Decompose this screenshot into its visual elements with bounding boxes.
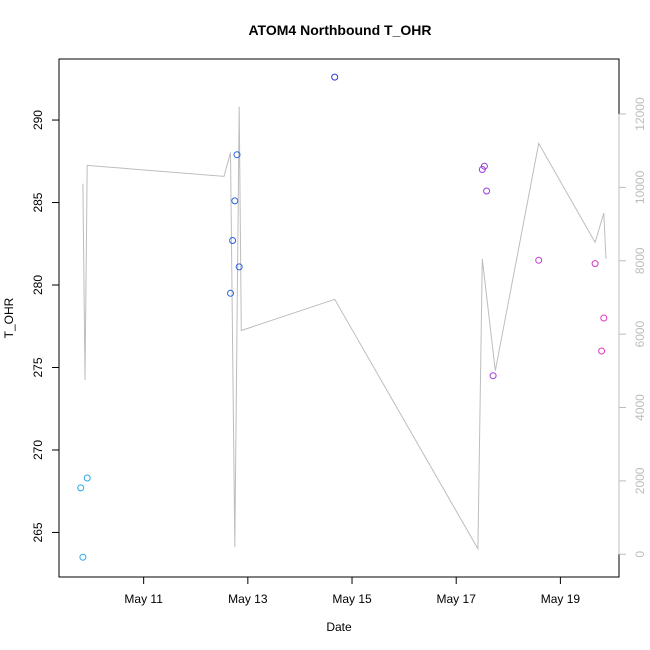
data-point xyxy=(600,314,608,322)
data-point xyxy=(229,237,237,244)
data-point xyxy=(79,553,87,561)
y-axis-label: T_OHR xyxy=(2,297,16,338)
x-tick-label: May 17 xyxy=(437,592,477,606)
x-tick-label: May 19 xyxy=(541,592,581,606)
x-tick-label: May 11 xyxy=(124,592,163,606)
y2-tick-label: 2000 xyxy=(633,467,647,494)
data-point xyxy=(227,289,234,297)
y2-tick-label: 8000 xyxy=(633,247,647,274)
x-axis: May 11 May 13 May 15 May 17 May 19 xyxy=(124,576,581,606)
data-point xyxy=(483,187,491,195)
data-point xyxy=(83,474,91,482)
y-axis-right: 0 2000 4000 6000 8000 10000 12000 xyxy=(618,97,647,558)
y2-tick-label: 4000 xyxy=(633,394,647,421)
y-tick-label: 285 xyxy=(31,192,45,212)
y2-tick-label: 12000 xyxy=(633,97,647,131)
y2-tick-label: 0 xyxy=(633,551,647,558)
secondary-series-line xyxy=(82,106,607,551)
y2-tick-label: 6000 xyxy=(633,320,647,347)
data-point xyxy=(331,73,339,81)
y-tick-label: 270 xyxy=(31,440,45,460)
y2-tick-label: 10000 xyxy=(633,170,647,204)
data-point xyxy=(591,260,599,268)
y-axis-left: 265 270 275 280 285 290 xyxy=(31,110,60,542)
y-tick-label: 280 xyxy=(31,275,45,295)
y-tick-label: 290 xyxy=(31,110,45,130)
points-layer xyxy=(77,73,608,561)
data-point xyxy=(77,484,85,492)
data-point xyxy=(489,372,497,380)
data-point xyxy=(535,256,543,264)
chart-title: ATOM4 Northbound T_OHR xyxy=(248,22,431,38)
x-tick-label: May 15 xyxy=(332,592,372,606)
data-point xyxy=(480,162,488,170)
secondary-line-layer xyxy=(82,106,607,551)
data-point xyxy=(233,151,241,159)
x-tick-label: May 13 xyxy=(228,592,268,606)
y-tick-label: 265 xyxy=(31,522,45,542)
x-axis-label: Date xyxy=(326,620,352,634)
data-point xyxy=(231,197,239,205)
data-point xyxy=(598,347,606,355)
y-tick-label: 275 xyxy=(31,357,45,377)
data-point xyxy=(235,263,243,271)
